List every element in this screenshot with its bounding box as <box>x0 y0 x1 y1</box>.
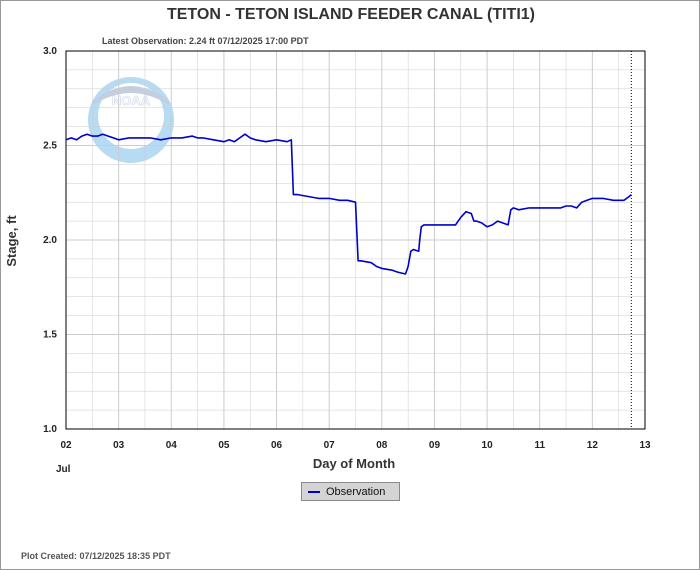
noaa-logo-center <box>98 83 164 149</box>
month-label: Jul <box>56 464 71 475</box>
x-tick-label: 12 <box>587 440 599 451</box>
noaa-logo-bird <box>93 86 169 105</box>
x-tick-label: 07 <box>324 440 336 451</box>
x-axis-label: Day of Month <box>313 456 395 471</box>
y-axis-label: Stage, ft <box>4 215 19 267</box>
y-tick-label: 2.5 <box>43 141 57 152</box>
x-tick-label: 04 <box>166 440 178 451</box>
y-axis-ticks: 1.0 1.5 2.0 2.5 3.0 <box>43 46 57 435</box>
legend-swatch-observation <box>308 490 320 493</box>
x-tick-label: 05 <box>218 440 230 451</box>
plot-created-text: Plot Created: 07/12/2025 18:35 PDT <box>21 551 171 561</box>
noaa-logo-text: NOAA <box>112 93 151 108</box>
grid-lines <box>65 50 646 430</box>
x-tick-label: 06 <box>271 440 283 451</box>
noaa-logo-ring <box>88 77 174 163</box>
x-tick-label: 13 <box>639 440 651 451</box>
x-tick-label: 09 <box>429 440 441 451</box>
legend-label-observation: Observation <box>326 485 386 498</box>
x-tick-label: 03 <box>113 440 125 451</box>
x-tick-label: 08 <box>376 440 388 451</box>
x-tick-label: 02 <box>60 440 72 451</box>
y-tick-label: 1.5 <box>43 330 57 341</box>
x-tick-label: 11 <box>534 440 545 451</box>
chart-title: TETON - TETON ISLAND FEEDER CANAL (TITI1… <box>167 6 535 23</box>
legend: Observation <box>301 482 400 501</box>
y-tick-label: 1.0 <box>43 424 57 435</box>
latest-observation-text: Latest Observation: 2.24 ft 07/12/2025 1… <box>102 36 309 46</box>
series-observation-line <box>65 133 632 275</box>
y-tick-label: 3.0 <box>43 46 57 57</box>
x-axis-ticks: 02 03 04 05 06 07 08 09 10 11 12 13 <box>60 440 651 451</box>
x-tick-label: 10 <box>482 440 494 451</box>
plot-area <box>65 50 646 430</box>
noaa-watermark-logo: NOAA <box>88 77 174 163</box>
y-tick-label: 2.0 <box>43 235 57 246</box>
